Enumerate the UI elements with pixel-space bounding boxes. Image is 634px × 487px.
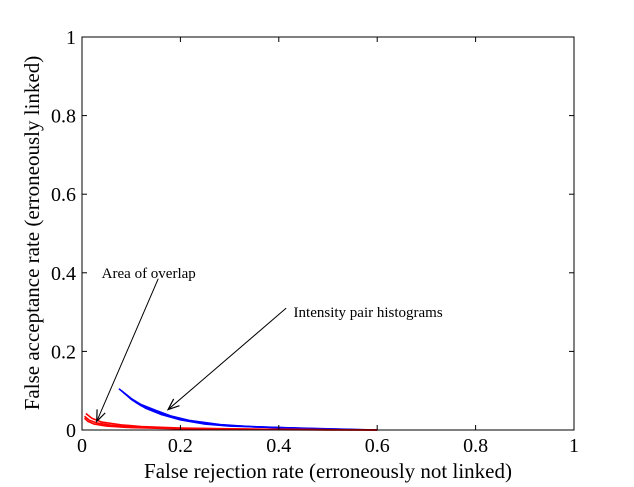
y-tick-label: 0.4 [51,263,76,285]
series-layer [83,388,378,431]
plot-frame [81,36,575,431]
x-tick-label: 0 [77,435,87,457]
plot-background [82,37,574,430]
y-tick-label: 0.2 [51,341,76,363]
y-tick-label: 1 [66,27,76,49]
x-tick-label: 0.4 [266,435,291,457]
x-axis-label: False rejection rate (erroneously not li… [144,459,512,483]
tick-layer: 0 0.2 0.4 0.6 0.8 1 0 0.2 0.4 0.6 0.8 1 [51,27,579,457]
x-tick-label: 1 [569,435,579,457]
annotation-layer: Area of overlap Intensity pair histograms [96,266,443,423]
annotation-label: Area of overlap [102,266,196,282]
x-tick-label: 0.8 [463,435,488,457]
y-tick-label: 0 [66,420,76,442]
annotation-arrow-head [96,409,106,423]
y-tick-label: 0.6 [51,184,76,206]
y-axis-label: False acceptance rate (erroneously linke… [20,56,44,411]
x-tick-label: 0.6 [365,435,390,457]
annotation-label: Intensity pair histograms [294,305,443,321]
annotation-arrow-line [96,278,159,422]
y-tick-label: 0.8 [51,106,76,128]
annotation-arrow-head [166,398,180,411]
annotation-arrow-line [167,307,287,410]
x-tick-label: 0.2 [168,435,193,457]
